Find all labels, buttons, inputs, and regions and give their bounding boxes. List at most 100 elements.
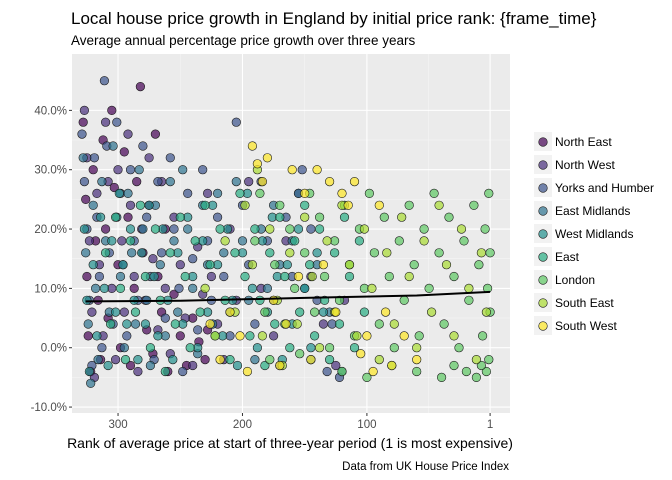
legend-marker xyxy=(539,276,548,285)
data-point xyxy=(435,249,444,258)
data-point xyxy=(119,260,128,269)
data-point xyxy=(120,343,129,352)
data-point xyxy=(345,272,354,281)
data-point xyxy=(100,76,109,85)
data-point xyxy=(126,165,135,174)
data-point xyxy=(383,249,392,258)
data-point xyxy=(132,177,141,186)
data-point xyxy=(325,177,334,186)
data-point xyxy=(405,201,414,210)
data-point xyxy=(307,343,316,352)
data-point xyxy=(206,260,215,269)
data-point xyxy=(276,201,285,210)
data-point xyxy=(151,130,160,139)
data-point xyxy=(251,355,260,364)
data-point xyxy=(123,320,132,329)
data-point xyxy=(315,225,324,234)
data-point xyxy=(325,355,334,364)
data-point xyxy=(332,308,341,317)
data-point xyxy=(251,237,260,246)
data-point xyxy=(111,213,120,222)
data-point xyxy=(290,237,299,246)
data-point xyxy=(136,82,145,91)
data-point xyxy=(241,201,250,210)
data-point xyxy=(244,296,253,305)
data-point xyxy=(94,296,103,305)
data-point xyxy=(89,165,98,174)
data-point xyxy=(80,106,89,115)
data-point xyxy=(101,118,110,127)
data-point xyxy=(226,355,235,364)
data-point xyxy=(134,355,143,364)
legend-marker xyxy=(539,207,548,216)
data-point xyxy=(310,332,319,341)
data-point xyxy=(166,177,175,186)
data-point xyxy=(375,355,384,364)
data-point xyxy=(120,148,129,157)
data-point xyxy=(338,367,347,376)
data-point xyxy=(243,367,252,376)
data-point xyxy=(98,177,107,186)
data-point xyxy=(79,118,88,127)
y-tick-label: 30.0% xyxy=(34,165,67,177)
data-point xyxy=(313,165,322,174)
data-point xyxy=(201,355,210,364)
data-point xyxy=(427,308,436,317)
data-point xyxy=(445,213,454,222)
data-point xyxy=(220,249,229,258)
data-point xyxy=(220,272,229,281)
data-point xyxy=(176,213,185,222)
data-point xyxy=(170,225,179,234)
legend-label: North East xyxy=(555,135,612,149)
data-point xyxy=(465,296,474,305)
data-point xyxy=(395,237,404,246)
data-point xyxy=(266,225,275,234)
caption: Data from UK House Price Index xyxy=(342,461,509,473)
data-point xyxy=(139,142,148,151)
data-point xyxy=(263,154,272,163)
data-point xyxy=(286,225,295,234)
data-point xyxy=(130,272,139,281)
data-point xyxy=(145,154,154,163)
data-point xyxy=(248,260,257,269)
data-point xyxy=(276,361,285,370)
data-point xyxy=(93,332,102,341)
data-point xyxy=(369,367,378,376)
data-point xyxy=(88,308,97,317)
data-point xyxy=(141,272,150,281)
data-point xyxy=(412,367,421,376)
data-point xyxy=(93,189,102,198)
data-point xyxy=(356,349,365,358)
y-tick-label: 40.0% xyxy=(34,105,67,117)
data-point xyxy=(178,165,187,174)
data-point xyxy=(340,213,349,222)
data-point xyxy=(166,249,175,258)
data-point xyxy=(385,272,394,281)
data-point xyxy=(315,343,324,352)
data-point xyxy=(188,284,197,293)
data-point xyxy=(79,154,88,163)
data-point xyxy=(154,332,163,341)
data-point xyxy=(380,213,389,222)
data-point xyxy=(420,225,429,234)
legend-label: South East xyxy=(555,296,614,310)
data-point xyxy=(216,355,225,364)
legend-marker xyxy=(539,253,548,262)
data-point xyxy=(207,272,216,281)
data-point xyxy=(91,284,100,293)
data-point xyxy=(307,225,316,234)
data-point xyxy=(319,260,328,269)
data-point xyxy=(135,165,144,174)
data-point xyxy=(116,284,125,293)
x-axis: 300 200 100 1 xyxy=(108,413,493,431)
legend-label: North West xyxy=(555,158,615,172)
data-point xyxy=(477,249,486,258)
data-point xyxy=(286,343,295,352)
data-point xyxy=(111,308,120,317)
data-point xyxy=(137,249,146,258)
data-point xyxy=(313,249,322,258)
data-point xyxy=(307,355,316,364)
data-point xyxy=(472,355,481,364)
data-point xyxy=(201,284,210,293)
data-point xyxy=(388,361,397,370)
